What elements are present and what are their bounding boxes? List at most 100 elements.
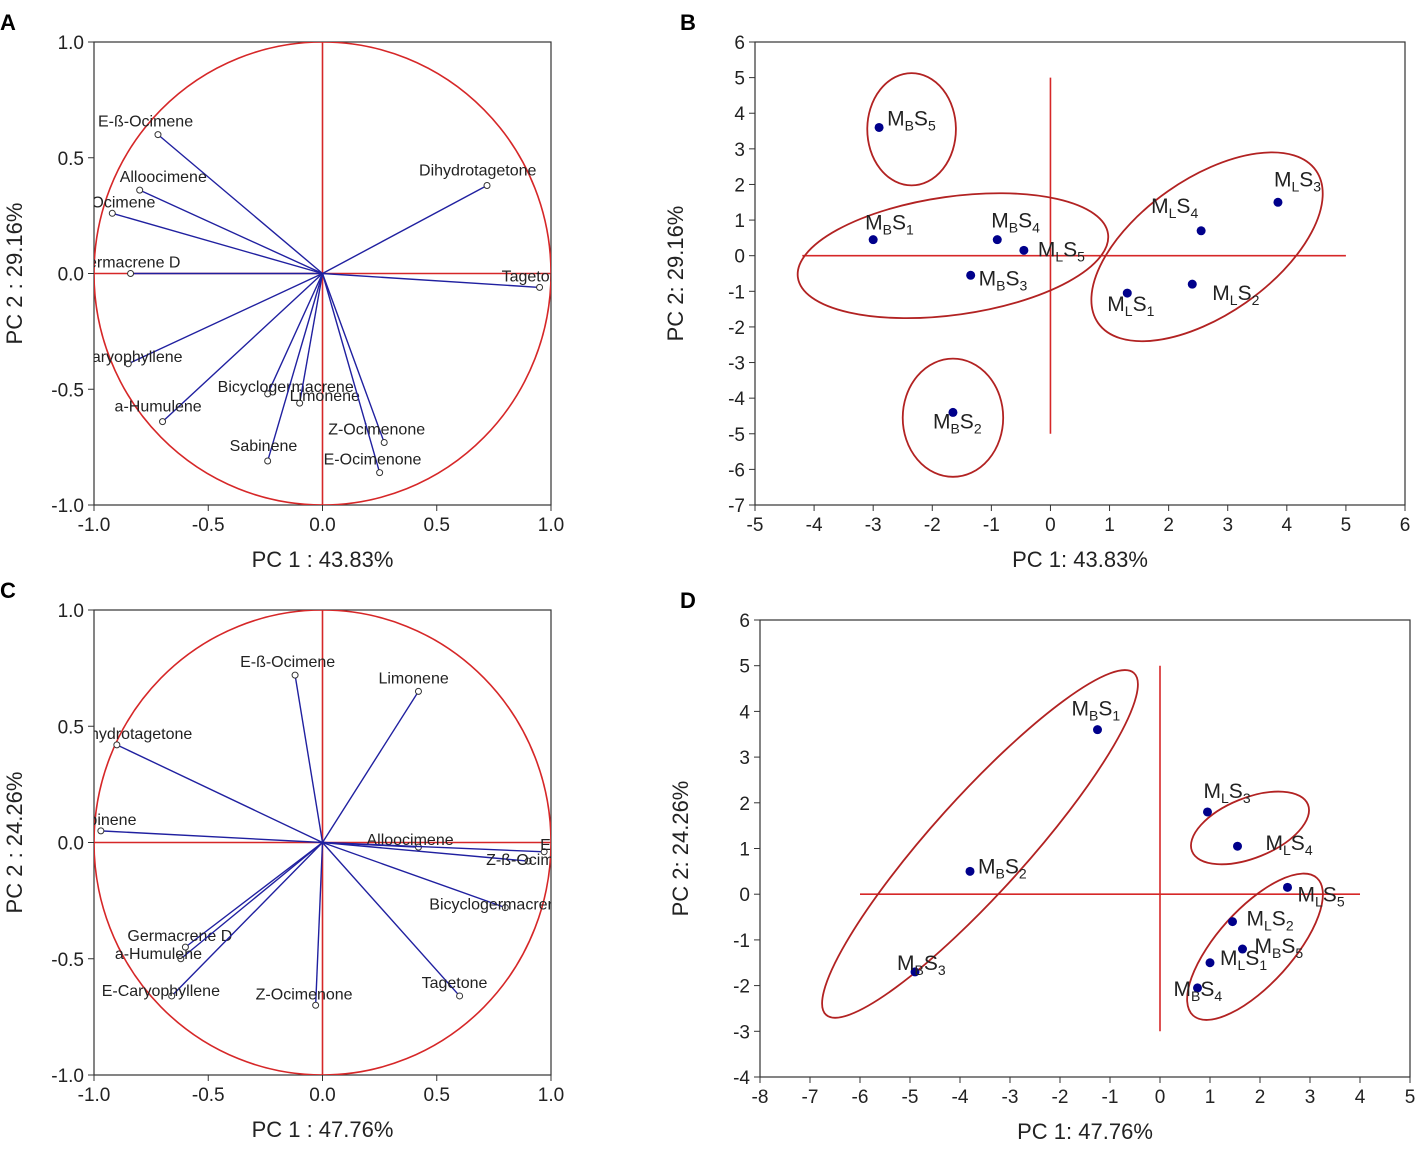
x-tick-label: -1.0 xyxy=(78,1085,111,1106)
score-label: MBS4 xyxy=(1174,978,1223,1004)
label-sub1: B xyxy=(996,865,1005,881)
label-sub1: L xyxy=(1264,918,1272,934)
y-tick-label: -1 xyxy=(733,931,750,952)
y-tick-label: 0.0 xyxy=(58,834,84,855)
label-sub2: 4 xyxy=(1214,988,1222,1004)
label-mid: S xyxy=(1323,883,1337,906)
x-tick-label: 1 xyxy=(1104,515,1115,536)
label-base: M xyxy=(1174,978,1192,1001)
label-base: M xyxy=(865,212,883,235)
y-tick-label: -5 xyxy=(728,425,745,446)
y-tick-label: 5 xyxy=(734,69,745,90)
x-tick-label: -1 xyxy=(1102,1087,1119,1108)
x-tick-label: 3 xyxy=(1222,515,1233,536)
label-mid: S xyxy=(1229,780,1243,803)
label-mid: S xyxy=(1281,935,1295,958)
plot-frame xyxy=(754,41,1406,506)
y-axis-label: PC 2 : 24.26% xyxy=(2,772,27,914)
loading-label: E-ß-Ocimene xyxy=(240,654,335,671)
loading-point xyxy=(312,1001,320,1009)
y-tick-label: -3 xyxy=(733,1022,750,1043)
loading-vector xyxy=(321,273,385,443)
loading-label: Germacrene D xyxy=(127,928,232,945)
score-point xyxy=(1187,279,1197,289)
label-base: M xyxy=(1038,238,1056,261)
x-tick-label: 1.0 xyxy=(538,515,564,536)
score-point xyxy=(868,235,878,245)
label-base: M xyxy=(979,267,997,290)
label-sub2: 2 xyxy=(1286,918,1294,934)
y-tick-label: 2 xyxy=(734,175,745,196)
score-label: MLS3 xyxy=(1204,780,1251,806)
loading-vector xyxy=(322,841,529,862)
label-mid: S xyxy=(1063,238,1077,261)
cluster-ellipse xyxy=(1090,151,1324,343)
label-sub2: 2 xyxy=(974,420,982,436)
x-tick-label: 1.0 xyxy=(538,1085,564,1106)
x-tick-label: -1.0 xyxy=(78,515,111,536)
x-tick-label: 0.0 xyxy=(309,515,335,536)
label-sub2: 3 xyxy=(1020,277,1028,293)
score-label: MLS4 xyxy=(1266,832,1313,858)
label-mid: S xyxy=(1005,855,1019,878)
label-base: M xyxy=(1151,195,1169,218)
y-tick-label: -3 xyxy=(728,354,745,375)
label-sub2: 3 xyxy=(1243,790,1251,806)
y-tick-label: -2 xyxy=(733,977,750,998)
y-tick-label: -1.0 xyxy=(51,1066,84,1087)
label-mid: S xyxy=(892,212,906,235)
label-sub2: 2 xyxy=(1019,865,1027,881)
loading-point xyxy=(127,270,135,277)
score-point xyxy=(1196,226,1206,236)
label-sub1: L xyxy=(1125,303,1133,319)
loading-vector xyxy=(127,272,323,365)
loading-label: ß-Ocimene xyxy=(76,194,155,211)
x-tick-label: -5 xyxy=(747,515,764,536)
label-mid: S xyxy=(1133,293,1147,316)
loading-vector xyxy=(322,841,545,853)
loading-point xyxy=(168,992,176,1000)
plot-area: E-ß-Ocimene Alloocimene ß-Ocimene Germacren… xyxy=(76,42,551,505)
loading-vector xyxy=(171,842,323,997)
score-label: MLS3 xyxy=(1274,168,1321,194)
label-mid: S xyxy=(1299,168,1313,191)
score-label: MLS2 xyxy=(1212,282,1259,308)
x-tick-label: 6 xyxy=(1400,515,1411,536)
y-tick-label: 6 xyxy=(734,33,745,54)
loading-point xyxy=(501,904,509,912)
loading-vector xyxy=(322,272,540,289)
score-point xyxy=(1203,807,1212,817)
loading-point xyxy=(524,857,532,865)
y-tick-label: 0 xyxy=(739,885,750,906)
y-tick-label: 1 xyxy=(739,840,750,861)
loading-vector xyxy=(321,273,381,473)
loading-vector xyxy=(266,273,324,462)
panel-letter: B xyxy=(680,10,696,35)
label-mid: S xyxy=(960,410,974,433)
y-axis-label: PC 2: 29.16% xyxy=(663,206,688,342)
y-tick-label: 3 xyxy=(739,748,750,769)
label-mid: S xyxy=(1176,195,1190,218)
loading-point xyxy=(291,671,299,679)
loading-label: E-ß-Ocimene xyxy=(98,114,193,131)
loading-vector xyxy=(322,841,506,909)
x-tick-label: -6 xyxy=(852,1087,869,1108)
y-tick-label: -1.0 xyxy=(51,496,84,517)
panel-letter: D xyxy=(680,588,696,613)
score-label: MLS5 xyxy=(1038,238,1085,264)
score-point xyxy=(1019,245,1029,255)
label-sub1: B xyxy=(1009,220,1018,236)
cluster-ellipse xyxy=(1190,790,1310,866)
score-label: MLS5 xyxy=(1298,883,1345,909)
score-label: MBS1 xyxy=(865,212,914,238)
x-axis-label: PC 1: 43.83% xyxy=(1012,547,1148,572)
y-tick-label: -7 xyxy=(728,496,745,517)
plot-area: E-ß-Ocimene Limonene Dihydrotagetone Sabine… xyxy=(94,610,551,1075)
loading-vector xyxy=(162,272,323,423)
x-tick-label: -3 xyxy=(865,515,882,536)
loading-vector xyxy=(157,134,323,275)
loading-vector xyxy=(139,189,323,275)
y-tick-label: 2 xyxy=(739,794,750,815)
